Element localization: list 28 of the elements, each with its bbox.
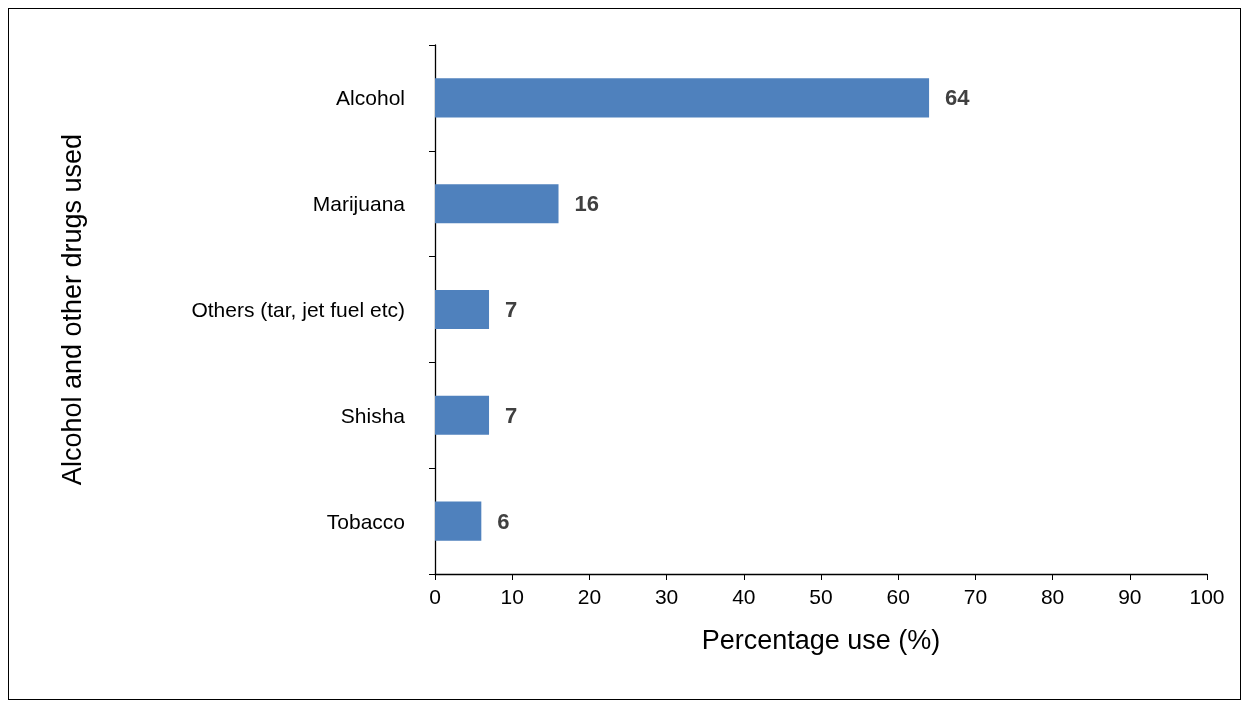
y-tick-label: Tobacco (326, 509, 405, 533)
data-label: 6 (497, 508, 510, 534)
y-tick-label: Alcohol (336, 86, 405, 110)
y-tick-label: Marijuana (312, 192, 406, 216)
x-tick-label: 90 (1118, 585, 1142, 608)
x-tick-label: 60 (886, 585, 910, 608)
x-tick-label: 0 (429, 585, 441, 608)
x-tick-label: 10 (500, 585, 524, 608)
bar (435, 395, 490, 435)
x-tick-label: 100 (1189, 585, 1225, 608)
y-axis-title: Alcohol and other drugs used (56, 133, 87, 486)
bar (435, 501, 482, 541)
y-tick-label: Others (tar, jet fuel etc) (191, 298, 405, 321)
x-tick-label: 70 (963, 585, 988, 608)
x-tick-label: 80 (1040, 585, 1065, 608)
data-label: 16 (574, 191, 599, 217)
x-axis-title: Percentage use (%) (701, 624, 941, 655)
y-tick-label: Shisha (340, 403, 406, 427)
bar (435, 289, 490, 330)
data-label: 7 (505, 402, 518, 428)
bar (435, 184, 559, 224)
x-tick-label: 20 (577, 585, 602, 608)
bar (435, 78, 930, 118)
data-label: 64 (945, 85, 971, 111)
x-tick-label: 40 (732, 585, 756, 608)
x-tick-label: 30 (654, 585, 679, 608)
data-label: 7 (505, 297, 518, 322)
x-tick-label: 50 (809, 585, 833, 608)
